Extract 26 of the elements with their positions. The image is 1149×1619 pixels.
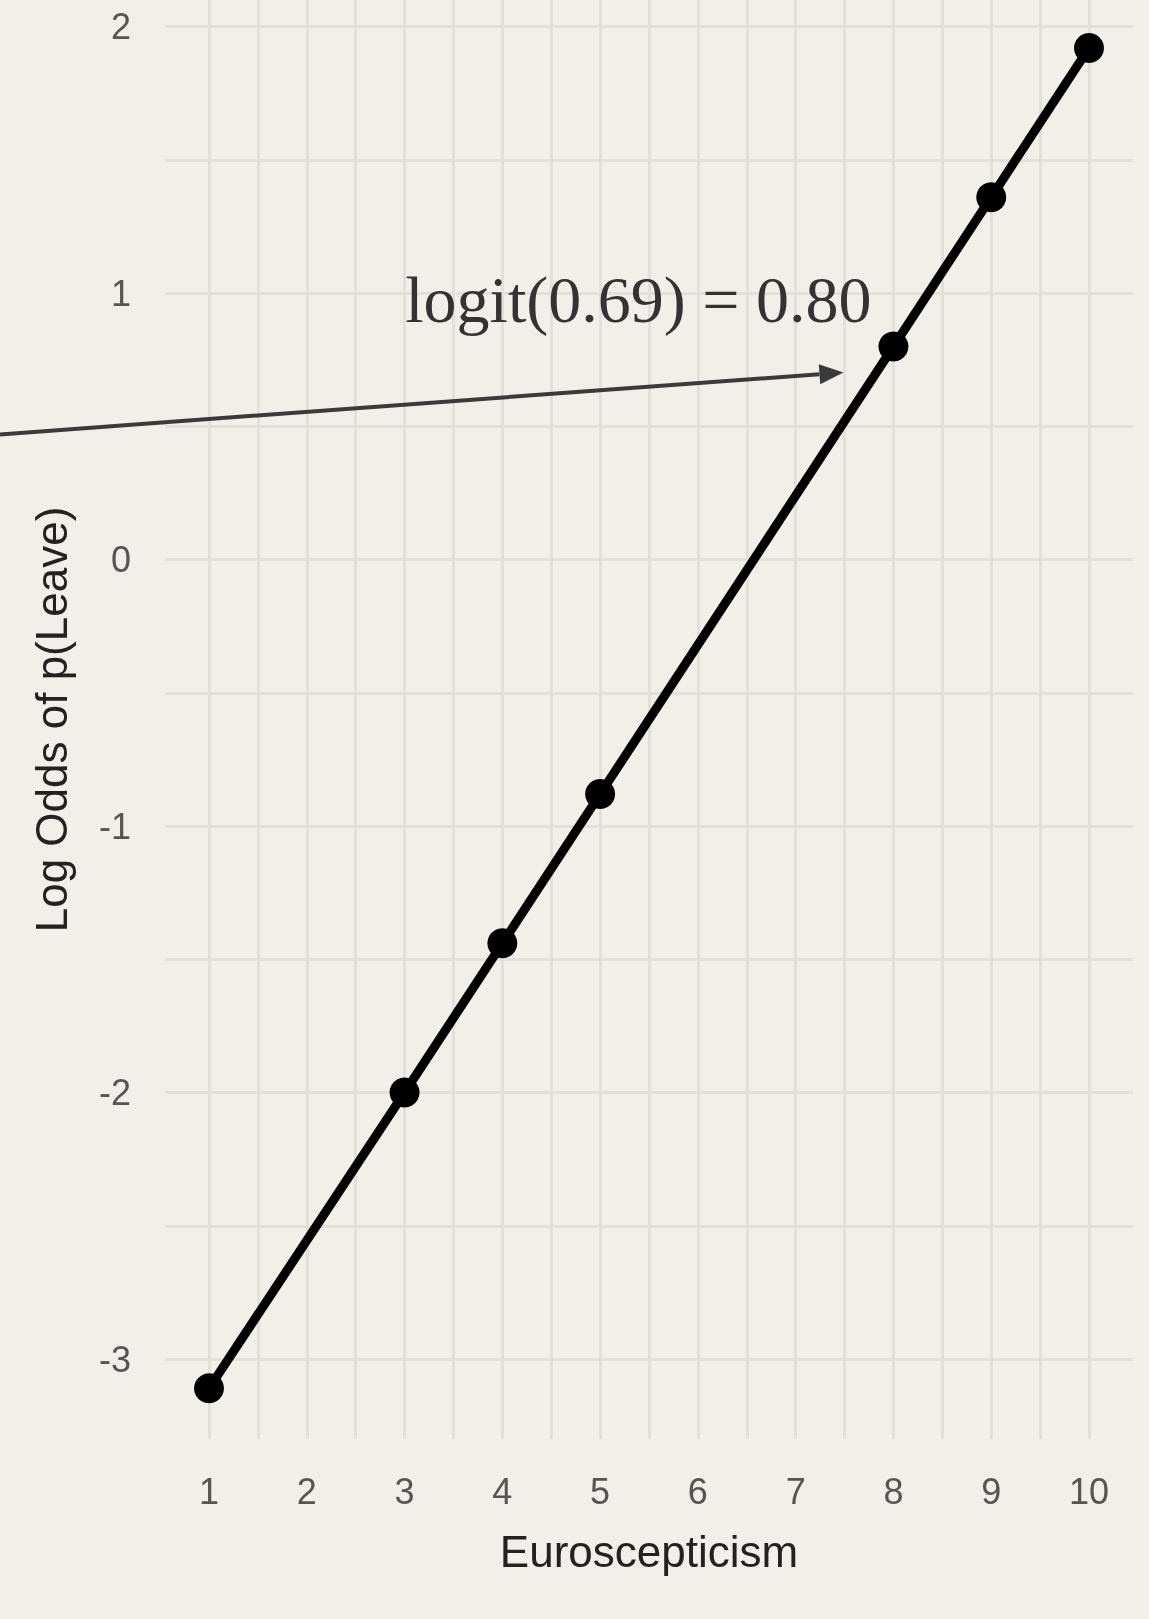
y-tick-label: 0 bbox=[110, 539, 131, 581]
point bbox=[585, 779, 616, 810]
y-tick-label: -1 bbox=[98, 805, 131, 847]
x-tick-label: 9 bbox=[981, 1470, 1002, 1512]
y-axis-title: Log Odds of p(Leave) bbox=[26, 506, 76, 933]
point bbox=[194, 1373, 224, 1404]
point bbox=[487, 928, 518, 959]
point bbox=[878, 331, 909, 362]
point bbox=[389, 1077, 420, 1108]
x-tick-label: 1 bbox=[198, 1470, 220, 1512]
x-tick-label: 8 bbox=[883, 1470, 904, 1512]
point bbox=[1074, 32, 1104, 63]
y-tick-label: 2 bbox=[110, 6, 131, 48]
y-tick-label: -2 bbox=[98, 1072, 131, 1114]
x-axis-title: Euroscepticism bbox=[499, 1526, 799, 1576]
x-tick-label: 2 bbox=[296, 1470, 317, 1512]
x-tick-label: 3 bbox=[394, 1470, 415, 1512]
x-tick-label: 5 bbox=[590, 1470, 611, 1512]
x-tick-label: 6 bbox=[687, 1470, 708, 1512]
annotation: logit(0.69) = 0.80 bbox=[405, 262, 872, 337]
x-tick-label: 7 bbox=[785, 1470, 806, 1512]
point bbox=[976, 182, 1007, 213]
x-tick-label: 4 bbox=[492, 1470, 513, 1512]
y-tick-label: 1 bbox=[110, 272, 131, 314]
y-tick-label: -3 bbox=[98, 1338, 131, 1380]
x-tick-label: 10 bbox=[1068, 1470, 1110, 1512]
